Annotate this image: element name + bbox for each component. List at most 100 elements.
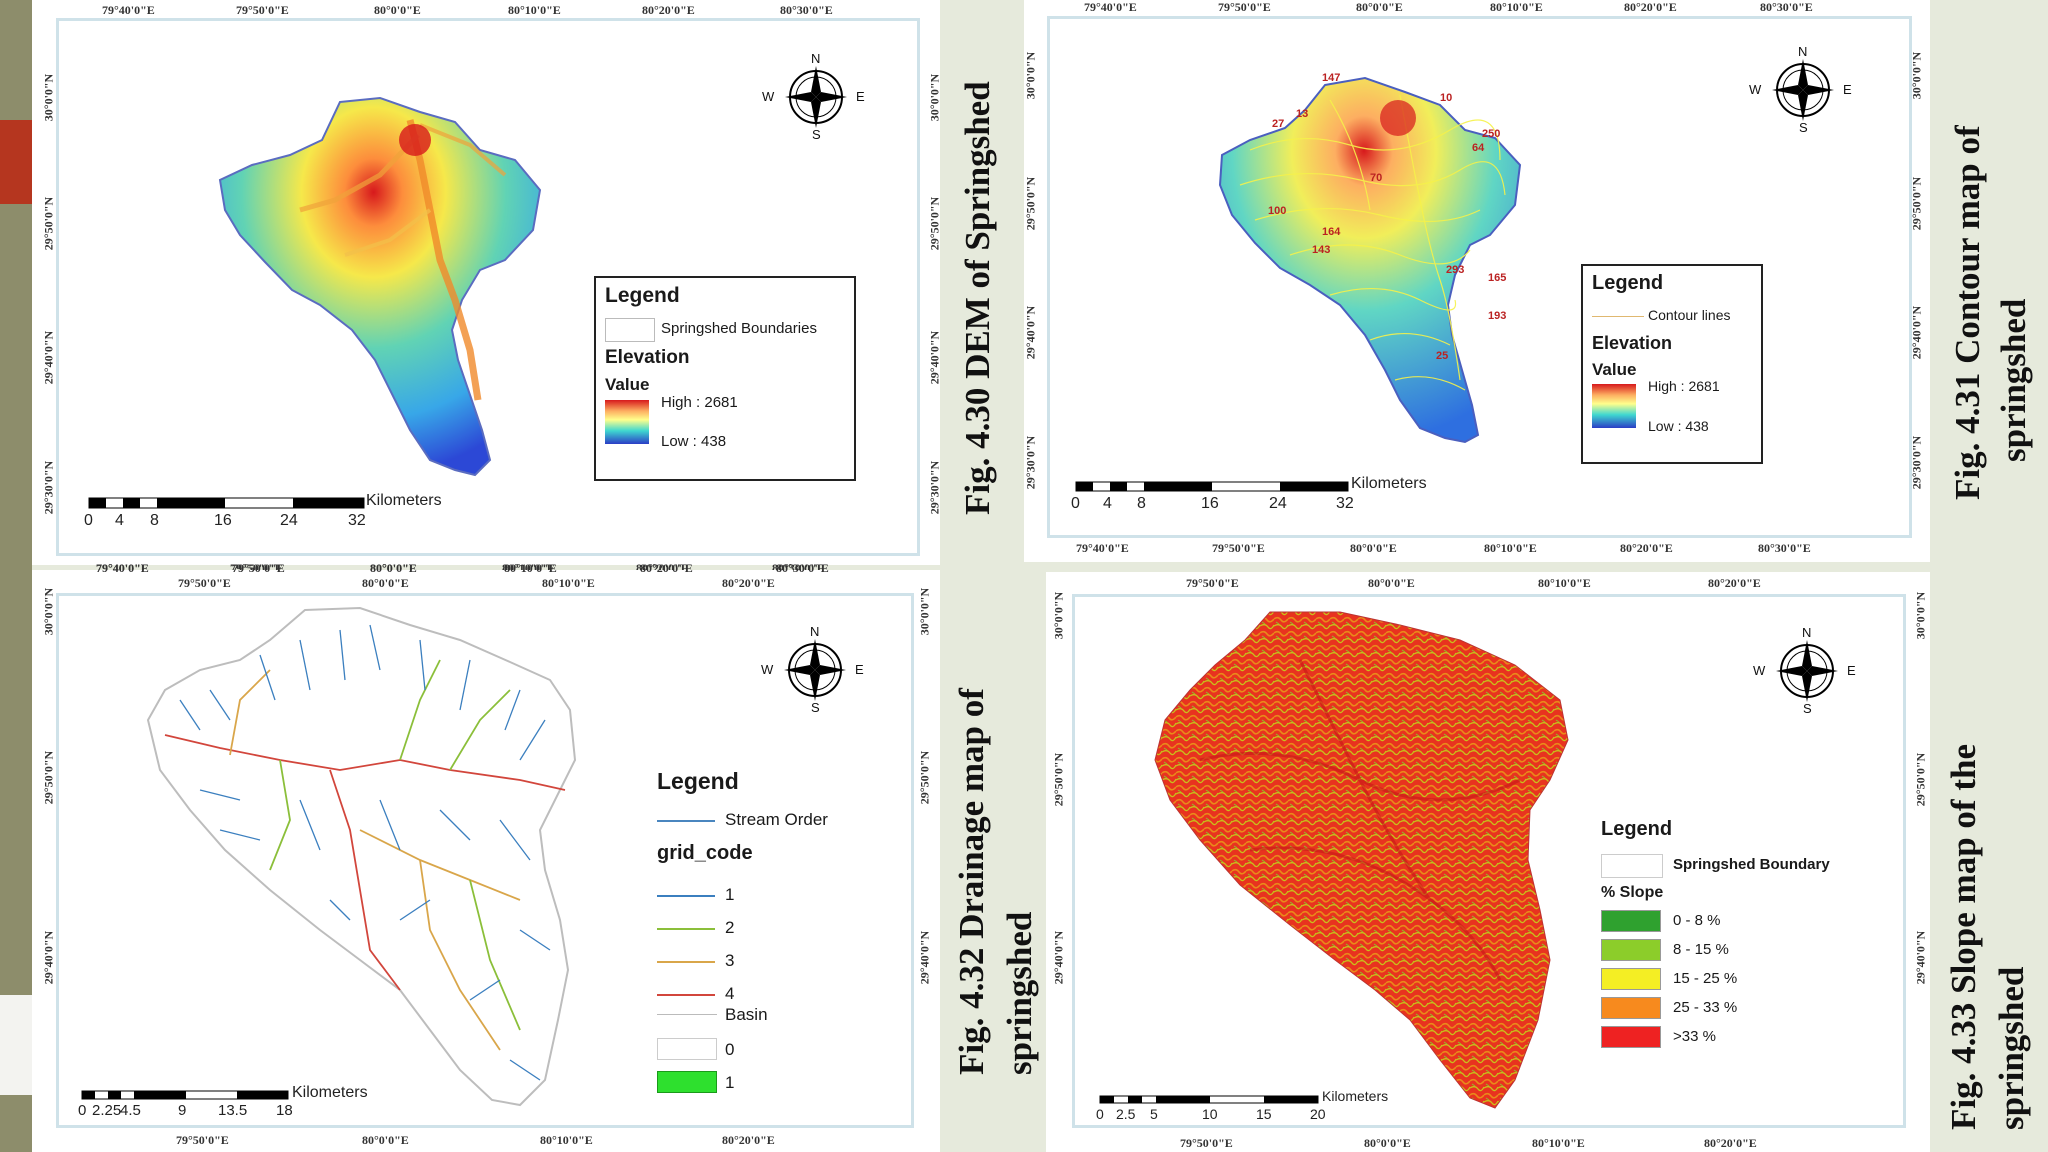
scale-tick-label: 18: [276, 1102, 293, 1119]
scale-tick-label: 0: [78, 1102, 87, 1119]
slope-class-swatch: [1601, 997, 1661, 1019]
lon-label: 80°10'0"E: [1532, 1136, 1585, 1150]
dem-legend-title: Legend: [605, 284, 680, 307]
contour-low-label: Low : 438: [1648, 418, 1709, 434]
scale-tick-label: 10: [1202, 1106, 1218, 1122]
scale-tick-label: 0: [1071, 495, 1080, 512]
drainage-scale-bar: [81, 1090, 289, 1100]
compass-s-label: S: [1803, 701, 1812, 716]
lon-label: 79°40'0"E: [96, 561, 149, 575]
fig-4-32-caption: Fig. 4.32 Drainage map of: [952, 688, 991, 1075]
slope-scale-bar: [1099, 1095, 1319, 1104]
basin-label: Basin: [725, 1005, 768, 1024]
contour-value-label: 147: [1322, 72, 1341, 84]
contour-legend-title: Legend: [1592, 272, 1664, 294]
drainage-legend-title: Legend: [657, 768, 739, 794]
dem-map-frame: [56, 18, 920, 556]
contour-value-label: 143: [1312, 244, 1331, 256]
stream-order-label: Stream Order: [725, 810, 828, 829]
compass-s-label: S: [1799, 120, 1808, 135]
slide-corner-block: [0, 995, 34, 1095]
basin-1-swatch: [657, 1071, 717, 1093]
lon-label: 79°50'0"E: [232, 561, 285, 575]
contour-value-label: 70: [1370, 172, 1383, 184]
contour-map-panel: [1024, 0, 1930, 562]
lon-label: 80°20'0"E: [1620, 541, 1673, 555]
dem-color-ramp: [605, 400, 649, 444]
scale-tick-label: 13.5: [218, 1102, 248, 1119]
stream-order-3-label: 3: [725, 951, 735, 970]
stream-order-4-swatch: [657, 994, 715, 996]
compass-n-label: N: [1802, 625, 1812, 640]
contour-value-label: 27: [1272, 118, 1285, 130]
contour-value-label: 10: [1440, 92, 1453, 104]
scale-tick-label: 5: [1150, 1106, 1158, 1122]
slope-class-swatch: [1601, 939, 1661, 961]
contour-value-label: 64: [1472, 142, 1485, 154]
lon-label: 79°50'0"E: [178, 576, 231, 590]
fig-4-31-caption: Fig. 4.31 Contour map of: [1948, 125, 1987, 500]
slope-class-label: 25 - 33 %: [1673, 999, 1738, 1016]
lon-label: 80°0'0"E: [374, 3, 421, 17]
fig-4-32-caption-line2: springshed: [1000, 911, 1039, 1075]
lon-label: 80°10'0"E: [1490, 0, 1543, 14]
scale-tick-label: 2.5: [1116, 1106, 1136, 1122]
compass-n-label: N: [811, 51, 821, 66]
slope-class-swatch: [1601, 910, 1661, 932]
contour-map-frame: [1047, 16, 1912, 538]
dem-legend: [594, 276, 856, 481]
stream-order-swatch: [657, 820, 715, 822]
slide-accent-block: [0, 120, 34, 204]
fig-4-30-caption: Fig. 4.30 DEM of Springshed: [958, 81, 997, 515]
compass-e-label: E: [1847, 663, 1856, 678]
contour-scale-bar: [1075, 481, 1349, 492]
lon-label: 80°10'0"E: [508, 3, 561, 17]
lon-label: 80°20'0"E: [640, 561, 693, 575]
north-arrow-icon: [1776, 640, 1838, 702]
dem-value-label: Value: [605, 375, 650, 394]
compass-w-label: W: [761, 662, 774, 677]
slope-class-label: 15 - 25 %: [1673, 970, 1738, 987]
stream-order-1-swatch: [657, 895, 715, 897]
scale-tick-label: 9: [178, 1102, 187, 1119]
fig-4-31-caption-line2: springshed: [1994, 298, 2033, 462]
compass-s-label: S: [811, 700, 820, 715]
lon-label: 80°0'0"E: [1368, 576, 1415, 590]
slope-class-swatch: [1601, 968, 1661, 990]
contour-value-label: 100: [1268, 205, 1287, 217]
scale-tick-label: 15: [1256, 1106, 1272, 1122]
lon-label: 80°10'0"E: [1484, 541, 1537, 555]
slope-percent-label: % Slope: [1601, 884, 1664, 901]
stream-order-1-label: 1: [725, 885, 735, 904]
lon-label: 80°20'0"E: [722, 576, 775, 590]
scale-tick-label: 0: [1096, 1106, 1104, 1122]
scale-tick-label: 20: [1310, 1106, 1326, 1122]
scale-tick-label: 32: [348, 512, 366, 529]
lon-label: 79°50'0"E: [176, 1133, 229, 1147]
scale-tick-label: 4: [115, 512, 124, 529]
stream-order-3-swatch: [657, 961, 715, 963]
compass-n-label: N: [1798, 44, 1808, 59]
lon-label: 79°40'0"E: [102, 3, 155, 17]
contour-line-label: Contour lines: [1648, 307, 1731, 323]
lon-label: 79°50'0"E: [1218, 0, 1271, 14]
lon-label: 80°20'0"E: [722, 1133, 775, 1147]
lon-label: 80°0'0"E: [362, 576, 409, 590]
scale-tick-label: 8: [1137, 495, 1146, 512]
lon-label: 80°20'0"E: [1704, 1136, 1757, 1150]
stream-order-2-label: 2: [725, 918, 735, 937]
slope-boundary-label: Springshed Boundary: [1673, 856, 1830, 873]
stream-order-2-swatch: [657, 928, 715, 930]
scale-tick-label: 16: [1201, 495, 1219, 512]
north-arrow-icon: [785, 66, 847, 128]
contour-value-label: 164: [1322, 226, 1341, 238]
contour-value-label: 193: [1488, 310, 1507, 322]
scale-tick-label: 8: [150, 512, 159, 529]
scale-tick-label: 2.25: [92, 1102, 122, 1119]
fig-4-33-caption-line2: springshed: [1992, 966, 2031, 1130]
drainage-scale-unit: Kilometers: [292, 1084, 368, 1101]
